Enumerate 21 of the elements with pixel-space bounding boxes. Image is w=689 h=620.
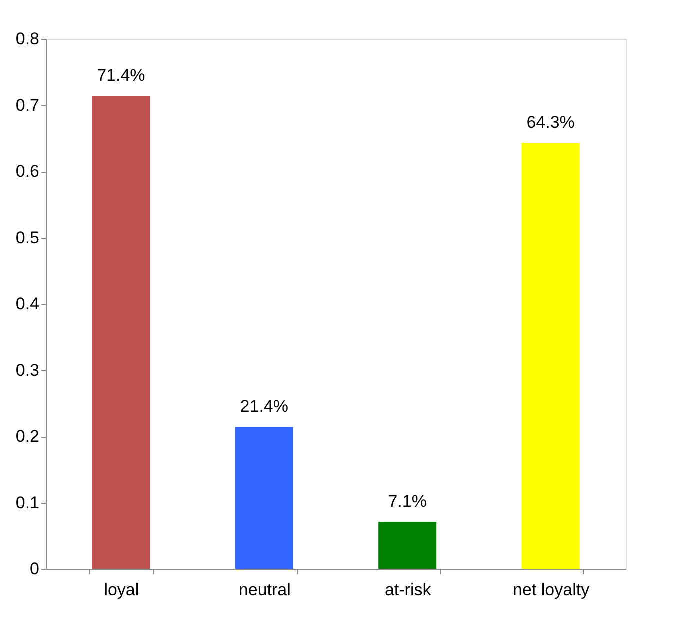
bar xyxy=(378,522,437,569)
bar xyxy=(522,143,580,569)
y-tick-label: 0.3 xyxy=(16,360,40,380)
data-label: 71.4% xyxy=(97,66,146,85)
y-tick-label: 0.8 xyxy=(16,30,40,48)
y-tick-label: 0.4 xyxy=(16,294,40,314)
x-tick-label: loyal xyxy=(104,580,140,600)
y-tick-label: 0.1 xyxy=(16,493,40,512)
data-label: 21.4% xyxy=(240,397,288,416)
bar xyxy=(92,96,150,569)
x-tick-label: neutral xyxy=(238,580,291,600)
x-tick-label: net loyalty xyxy=(513,580,590,600)
y-tick-label: 0.5 xyxy=(16,228,40,248)
bar xyxy=(235,427,294,569)
y-tick-label: 0.7 xyxy=(16,96,40,115)
y-tick-label: 0 xyxy=(30,560,40,578)
data-label: 7.1% xyxy=(388,492,427,511)
y-tick-label: 0.2 xyxy=(16,427,40,446)
data-label: 64.3% xyxy=(526,113,575,132)
y-tick-label: 0.6 xyxy=(16,162,40,181)
x-tick-label: at-risk xyxy=(384,580,432,600)
